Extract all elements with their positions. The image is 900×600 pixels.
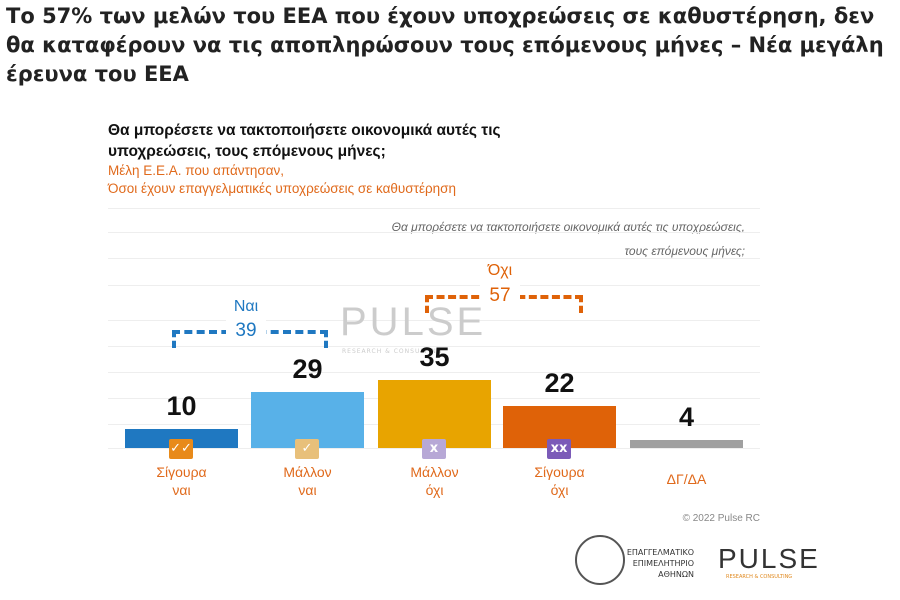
eea-seal-icon <box>575 535 625 585</box>
bar <box>378 380 491 448</box>
data-label: 22 <box>544 368 575 398</box>
group-total: 57 <box>480 285 520 307</box>
group-label: Όχι <box>476 262 524 280</box>
copyright: © 2022 Pulse RC <box>682 513 760 524</box>
watermark-sub: RESEARCH & CONSULTING <box>342 348 443 355</box>
gridline <box>108 320 760 321</box>
pulse-logo: PULSE <box>718 543 820 574</box>
group-total: 39 <box>226 320 266 342</box>
chart-title: Θα μπορέσετε να τακτοποιήσετε οικονομικά… <box>108 122 501 160</box>
gridline <box>108 258 760 259</box>
right-question: τους επόμενους μήνες; <box>624 244 745 258</box>
chart-subtitle: Όσοι έχουν επαγγελματικές υποχρεώσεις σε… <box>108 181 457 196</box>
gridline <box>108 372 760 373</box>
gridline <box>108 232 760 233</box>
gridline <box>108 346 760 347</box>
badge-icon: ✓ <box>295 439 319 459</box>
pulse-logo-sub: RESEARCH & CONSULTING <box>726 574 793 580</box>
bar <box>125 429 238 448</box>
chart-subtitle: Μέλη Ε.Ε.Α. που απάντησαν, <box>108 163 285 178</box>
bar <box>251 392 364 448</box>
right-question: Θα μπορέσετε να τακτοποιήσετε οικονομικά… <box>391 220 745 234</box>
category-label: ΔΓ/ΔΑ <box>666 471 707 487</box>
gridline <box>108 285 760 286</box>
watermark: PULSE <box>340 300 487 344</box>
badge-icon: xx <box>547 439 571 459</box>
badge-icon: x <box>422 439 446 459</box>
data-label: 4 <box>678 402 695 432</box>
group-label: Ναι <box>222 298 270 316</box>
bar <box>630 440 743 448</box>
data-label: 35 <box>419 342 450 372</box>
category-label: Μάλλον όχι <box>410 464 459 498</box>
article-headline: Το 57% των μελών του ΕΕΑ που έχουν υποχρ… <box>6 4 884 86</box>
category-label: Μάλλον ναι <box>283 464 332 498</box>
category-label: Σίγουρα ναι <box>156 464 207 498</box>
category-label: Σίγουρα όχι <box>534 464 585 498</box>
data-label: 29 <box>292 354 323 384</box>
badge-icon: ✓✓ <box>169 439 193 459</box>
data-label: 10 <box>166 391 197 421</box>
eea-logo-text: ΕΠΑΓΓΕΛΜΑΤΙΚΟ ΕΠΙΜΕΛΗΤΗΡΙΟ ΑΘΗΝΩΝ <box>626 548 694 579</box>
